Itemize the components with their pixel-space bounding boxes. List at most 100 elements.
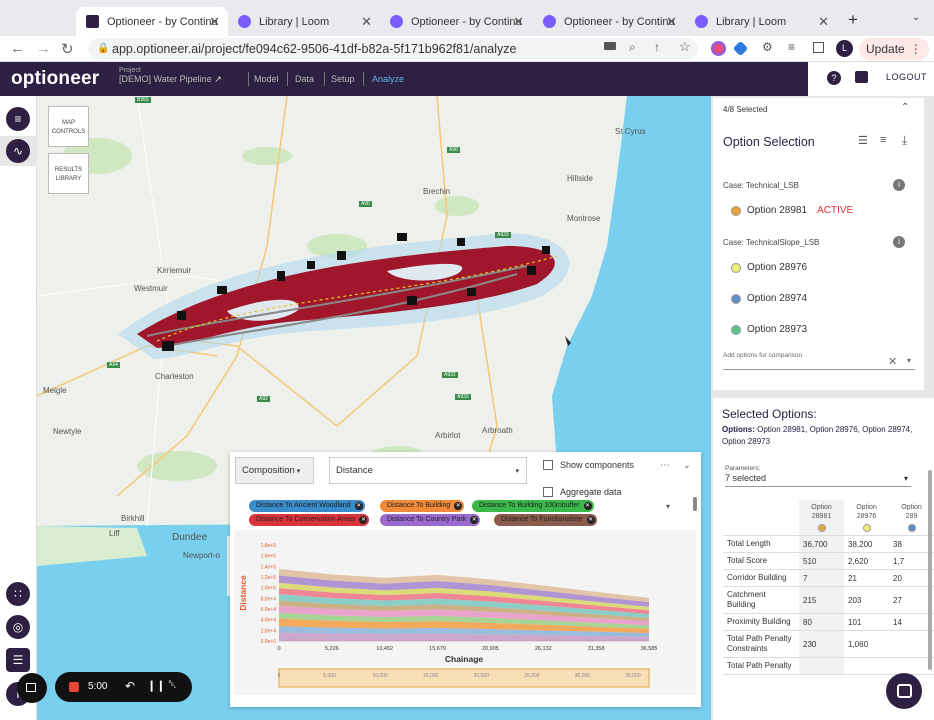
option-item[interactable]: Option 28976: [731, 262, 807, 273]
parameters-select[interactable]: 7 selected ▾: [725, 473, 911, 487]
extension-icon[interactable]: [732, 40, 749, 57]
chat-icon[interactable]: [855, 71, 868, 83]
component-chip[interactable]: Distance To Conservation Areas ✕: [249, 514, 370, 526]
grid-icon[interactable]: ∷: [6, 582, 30, 606]
camera-toggle-button[interactable]: [17, 673, 47, 703]
reload-icon[interactable]: ↻: [61, 41, 74, 58]
caret-icon: ▾: [294, 468, 301, 475]
area-series[interactable]: [279, 575, 649, 607]
nav-analyze[interactable]: Analyze: [372, 74, 405, 84]
optioneer-logo[interactable]: optioneer: [11, 68, 100, 89]
area-series[interactable]: [279, 618, 649, 633]
results-library-button[interactable]: RESULTS LIBRARY: [48, 153, 89, 194]
remove-chip-icon[interactable]: ✕: [354, 502, 363, 510]
analytics-icon[interactable]: ∿: [6, 139, 30, 163]
chips-scrollbar[interactable]: [693, 497, 697, 511]
list-icon[interactable]: ☰: [858, 135, 868, 147]
close-tab-icon[interactable]: ✕: [666, 13, 677, 29]
nav-data[interactable]: Data: [295, 74, 315, 84]
browser-tab[interactable]: Optioneer - by Continu ✕: [76, 7, 228, 36]
media-icon[interactable]: ≡: [788, 40, 796, 54]
project-name[interactable]: [DEMO] Water Pipeline ↗: [119, 74, 222, 85]
pause-icon[interactable]: ❙❙: [147, 680, 166, 692]
zoom-icon[interactable]: ⌕: [629, 40, 636, 54]
nav-setup[interactable]: Setup: [331, 74, 355, 84]
help-icon[interactable]: ?: [827, 71, 841, 85]
area-series[interactable]: [279, 612, 649, 629]
browser-tab[interactable]: Optioneer - by Continu ✕: [380, 7, 532, 36]
scrollbar[interactable]: [928, 470, 932, 670]
component-chip[interactable]: Distance To Country Park ✕: [380, 514, 481, 526]
target-icon[interactable]: ◎: [6, 615, 30, 639]
close-tab-icon[interactable]: ✕: [818, 13, 829, 29]
component-chip[interactable]: Distance To Ancient Woodland ✕: [249, 500, 365, 512]
aggregate-data-checkbox[interactable]: Aggregate data: [543, 487, 622, 497]
map-controls-button[interactable]: MAP CONTROLS: [48, 106, 89, 147]
stop-recording-button[interactable]: [69, 682, 79, 692]
collapse-icon[interactable]: ⌃: [901, 102, 910, 113]
back-icon[interactable]: ←: [10, 40, 25, 57]
close-tab-icon[interactable]: ✕: [361, 13, 372, 29]
logout-button[interactable]: LOGOUT: [886, 72, 928, 82]
puzzle-icon[interactable]: ⚙: [762, 40, 773, 54]
close-tab-icon[interactable]: ✕: [209, 13, 220, 29]
browser-tab[interactable]: Optioneer - by Continu ✕: [533, 7, 685, 36]
area-series[interactable]: [279, 605, 649, 626]
area-series[interactable]: [279, 582, 649, 611]
range-brush[interactable]: [278, 668, 650, 688]
area-series[interactable]: [279, 626, 649, 637]
more-icon[interactable]: ⋯: [660, 460, 670, 471]
remove-chip-icon[interactable]: ✕: [359, 516, 368, 524]
remove-chip-icon[interactable]: ✕: [583, 502, 592, 510]
info-icon[interactable]: i: [893, 236, 905, 248]
share-icon[interactable]: ↑: [654, 40, 660, 54]
download-icon[interactable]: ⤓: [902, 133, 908, 147]
sort-icon[interactable]: ≡: [880, 134, 887, 146]
option-column-header[interactable]: Option 289: [889, 500, 934, 536]
trash-icon[interactable]: ␡: [168, 679, 177, 691]
clear-icon[interactable]: ✕: [888, 356, 898, 368]
component-chip[interactable]: Distance To Building ✕: [380, 500, 465, 512]
add-options-input[interactable]: Add options for comparison ✕ ▾: [723, 348, 915, 370]
extension-icon[interactable]: [711, 41, 726, 56]
remove-chip-icon[interactable]: ✕: [470, 516, 479, 524]
option-column-header[interactable]: Option 28976: [844, 500, 889, 536]
remove-chip-icon[interactable]: ✕: [454, 502, 463, 510]
collapse-chart-icon[interactable]: ⌄: [683, 460, 691, 470]
info-icon[interactable]: i: [893, 179, 905, 191]
camera-icon[interactable]: [604, 42, 616, 50]
new-tab-button[interactable]: +: [848, 10, 858, 29]
area-series[interactable]: [279, 632, 649, 641]
browser-tab[interactable]: Library | Loom ✕: [685, 7, 837, 36]
sidepanel-icon[interactable]: [813, 42, 824, 53]
nav-model[interactable]: Model: [254, 74, 279, 84]
sliders-icon[interactable]: ≡: [6, 107, 30, 131]
option-item[interactable]: Option 28981 ACTIVE: [731, 205, 853, 216]
forward-icon[interactable]: →: [36, 40, 51, 57]
chat-support-button[interactable]: [886, 673, 922, 709]
chips-dropdown-icon[interactable]: ▾: [666, 502, 671, 511]
bookmark-star-icon[interactable]: ☆: [679, 39, 691, 54]
area-series[interactable]: [279, 600, 649, 621]
metric-dropdown[interactable]: Distance ▾: [329, 457, 527, 484]
restart-icon[interactable]: ↶: [125, 679, 136, 693]
browser-tab[interactable]: Library | Loom ✕: [228, 7, 380, 36]
component-chip[interactable]: Distance To Building 100mbuffer ✕: [472, 500, 594, 512]
avatar[interactable]: L: [836, 40, 853, 57]
comment-icon[interactable]: ☰: [6, 648, 30, 672]
url-bar[interactable]: 🔒 app.optioneer.ai/project/fe094c62-9506…: [88, 38, 698, 60]
close-tab-icon[interactable]: ✕: [513, 13, 524, 29]
area-series[interactable]: [279, 569, 649, 603]
remove-chip-icon[interactable]: ✕: [586, 516, 595, 524]
show-components-checkbox[interactable]: Show components: [543, 460, 634, 470]
area-series[interactable]: [279, 594, 649, 618]
tab-search-icon[interactable]: ⌄: [912, 12, 921, 23]
dropdown-icon[interactable]: ▾: [907, 356, 912, 365]
option-column-header[interactable]: Option 28981: [799, 500, 844, 536]
area-series[interactable]: [279, 588, 649, 615]
component-chip[interactable]: Distance To Functionalsite ✕: [494, 514, 597, 526]
composition-dropdown[interactable]: Composition ▾: [235, 457, 314, 484]
option-item[interactable]: Option 28974: [731, 293, 807, 304]
update-button[interactable]: Update ⋮: [859, 38, 929, 60]
option-item[interactable]: Option 28973: [731, 324, 807, 335]
